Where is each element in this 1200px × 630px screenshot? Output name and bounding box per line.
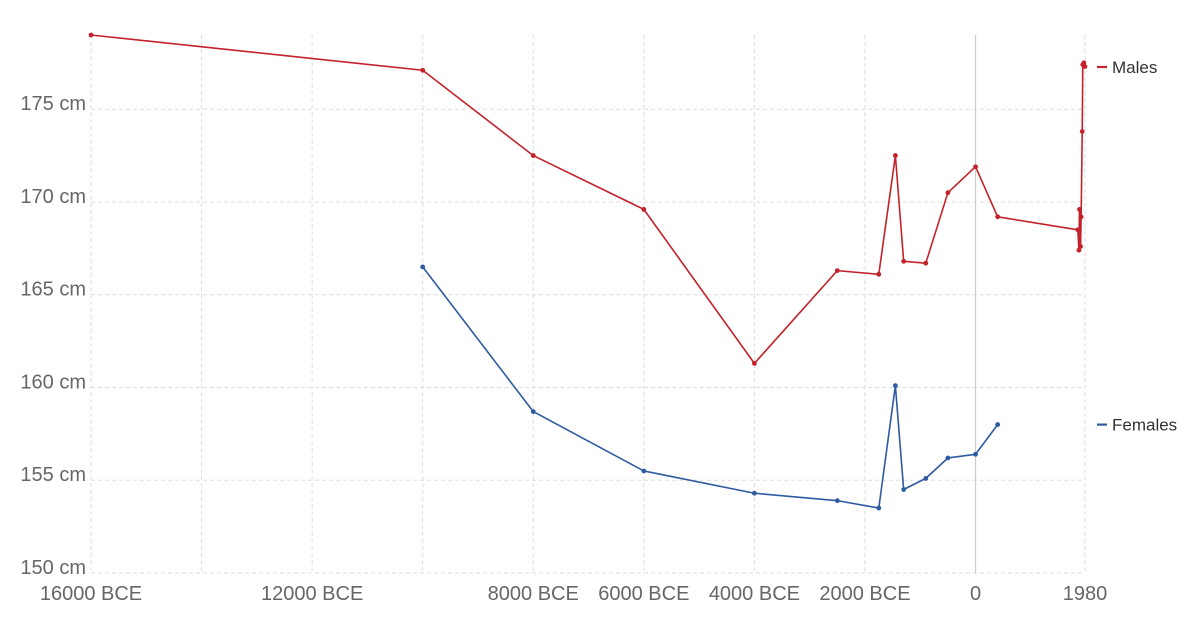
females-data-point [892,383,898,389]
x-tick-label: 0 [970,583,981,605]
females-data-point [995,422,1001,427]
males-data-point [923,260,929,266]
females-data-point [945,455,951,461]
females-data-point [530,409,536,414]
grid [90,35,1086,574]
x-tick-label: 8000 BCE [488,583,579,605]
series-layer [88,32,1088,511]
y-axis: 150 cm 155 cm 160 cm 165 cm 170 cm 175 cm [20,93,86,579]
x-tick-label: 6000 BCE [598,583,689,605]
legend: Males Females [1097,58,1177,435]
males-data-point [901,258,907,264]
males-series-line [90,34,1086,365]
males-data-point [892,153,898,158]
females-series-line [422,266,999,509]
y-tick-label: 150 cm [20,557,86,579]
x-tick-label: 12000 BCE [261,583,363,605]
females-data-point [420,264,426,270]
y-tick-label: 160 cm [20,371,86,393]
males-data-point [641,206,647,212]
females-data-point [641,468,647,474]
males-data-point [876,271,882,277]
males-data-point [1076,247,1082,253]
males-legend-label: Males [1112,58,1157,77]
y-tick-label: 175 cm [20,93,86,115]
females-data-point [752,490,757,496]
females-data-point [901,487,907,492]
females-data-point [973,451,978,457]
x-axis: 16000 BCE 12000 BCE 8000 BCE 6000 BCE 4000 B… [40,583,1107,605]
y-tick-label: 155 cm [20,464,86,486]
males-data-point [1078,244,1083,249]
males-data-point [1078,214,1084,220]
y-tick-label: 165 cm [20,279,86,301]
males-data-point [1082,64,1088,69]
males-data-point [752,360,757,366]
males-data-point [834,268,840,274]
males-data-point [1075,227,1081,233]
x-tick-label: 1980 [1063,583,1108,605]
males-data-point [1079,129,1085,134]
males-data-point [1081,60,1087,66]
females-data-point [834,498,840,504]
y-tick-label: 170 cm [20,186,86,208]
males-data-point [530,153,536,158]
females-data-point [876,505,882,511]
males-data-point [1077,206,1082,212]
x-tick-label: 2000 BCE [819,583,910,605]
females-legend-label: Females [1112,416,1177,435]
males-data-point [945,190,951,196]
males-data-point [973,164,978,170]
males-data-point [420,67,426,73]
males-data-point [995,214,1001,220]
males-data-point [88,32,94,38]
x-tick-label: 4000 BCE [709,583,800,605]
females-data-point [923,475,929,481]
x-tick-label: 16000 BCE [40,583,142,605]
